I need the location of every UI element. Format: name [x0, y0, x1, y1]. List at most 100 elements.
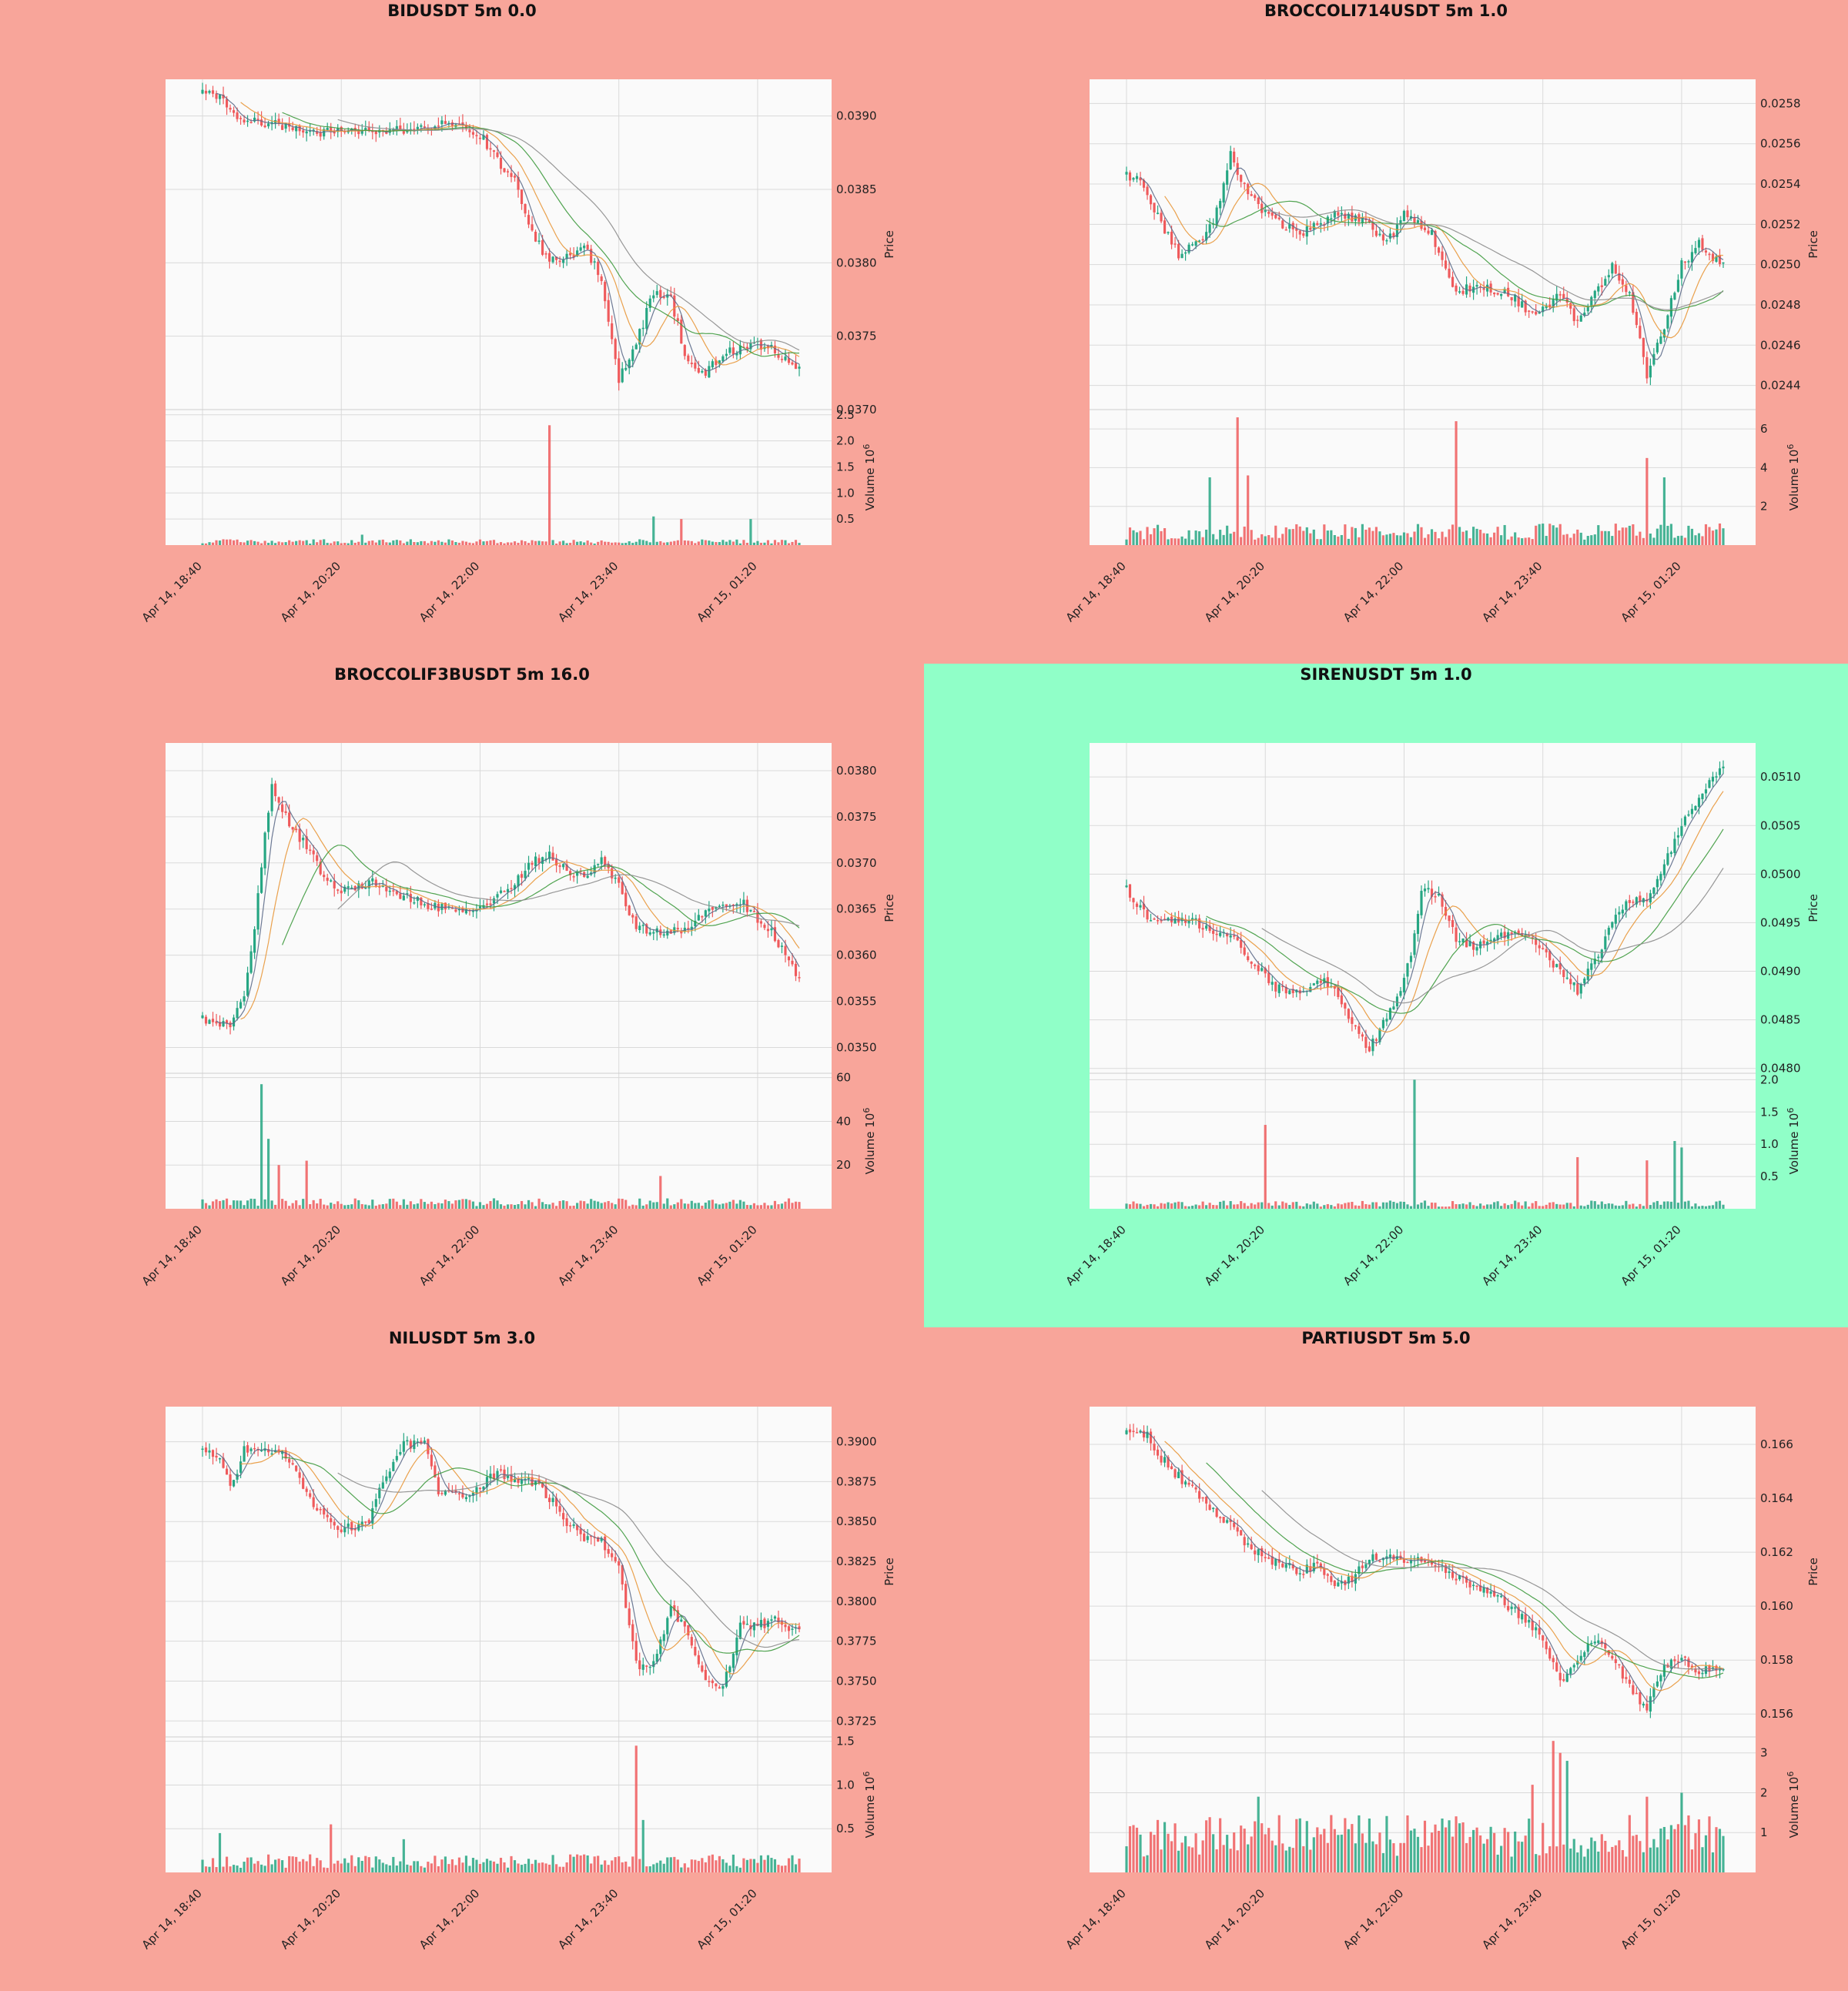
volume-bar [263, 1866, 266, 1872]
volume-bar [687, 1203, 690, 1209]
candle-body [534, 856, 537, 867]
candle-body [662, 296, 665, 298]
volume-bar [611, 1203, 614, 1209]
candle-body [541, 240, 544, 255]
candle-body [1187, 1482, 1190, 1485]
candle-body [1635, 897, 1638, 905]
volume-bar [634, 1205, 638, 1209]
candle-body [1687, 261, 1690, 263]
candle-body [1697, 1671, 1701, 1675]
candle-body [1371, 1554, 1374, 1561]
candle-body [232, 110, 236, 113]
volume-tick-label: 1.0 [836, 486, 855, 500]
volume-bar [1281, 1201, 1284, 1209]
volume-bar [579, 1200, 582, 1209]
volume-bar [1128, 1825, 1132, 1872]
volume-bar [645, 540, 648, 545]
volume-bar [1229, 1849, 1232, 1872]
volume-bar [1597, 1204, 1600, 1209]
candle-body [1572, 308, 1575, 322]
candle-body [544, 1486, 547, 1498]
candle-body [784, 356, 787, 360]
candle-body [1208, 1504, 1211, 1511]
volume-bar [468, 542, 471, 545]
candle-body [1611, 263, 1614, 274]
volume-bar [291, 1203, 294, 1209]
volume-bar [1347, 1829, 1350, 1872]
volume-bar [291, 1856, 294, 1872]
candle-body [1323, 1568, 1326, 1575]
volume-bar [798, 1202, 801, 1209]
candle-body [794, 363, 798, 370]
candle-body [302, 130, 305, 133]
candle-body [1545, 949, 1548, 953]
candle-body [1270, 212, 1274, 216]
volume-bar [1434, 1203, 1437, 1209]
candle-body [374, 879, 377, 886]
candle-body [1173, 243, 1177, 245]
candle-body [302, 838, 305, 841]
volume-bar [798, 1859, 801, 1872]
candle-body [1413, 217, 1416, 223]
candle-body [634, 916, 638, 929]
volume-bar [780, 540, 784, 545]
candle-body [597, 863, 600, 865]
candle-body [676, 928, 679, 930]
volume-bar [1690, 1206, 1694, 1209]
volume-bar [1444, 537, 1448, 545]
candle-body [551, 256, 554, 263]
y-tick-label: 0.0485 [1760, 1013, 1801, 1027]
candle-body [1399, 991, 1402, 996]
volume-bar [503, 543, 506, 545]
candle-body [1676, 279, 1680, 292]
volume-bar [1344, 524, 1347, 545]
volume-bar [402, 1199, 405, 1209]
volume-bar [1364, 1203, 1368, 1209]
volume-bar [1291, 1202, 1294, 1209]
candle-body [1167, 232, 1170, 233]
volume-bar [1552, 525, 1555, 545]
candle-body [798, 1626, 801, 1630]
volume-exponent: 6 [862, 1772, 872, 1777]
x-tick-label: Apr 15, 01:20 [1618, 559, 1683, 624]
candle-body [770, 928, 773, 931]
volume-bar [791, 1855, 794, 1872]
candle-body [604, 282, 607, 302]
volume-bar [1395, 1855, 1399, 1872]
candle-body [659, 289, 662, 298]
volume-bar [319, 1199, 322, 1209]
volume-bar [277, 541, 280, 545]
volume-bar [1451, 1201, 1455, 1209]
volume-bar [385, 542, 388, 545]
candle-body [1125, 1430, 1128, 1434]
candle-body [1333, 985, 1336, 989]
volume-bar [704, 1862, 707, 1872]
volume-bar [350, 1204, 353, 1209]
candle-body [1305, 1564, 1308, 1574]
x-tick-label: Apr 14, 23:40 [1479, 1223, 1545, 1288]
volume-bar [638, 539, 641, 545]
volume-bar [1288, 1846, 1291, 1872]
volume-bar [1545, 1204, 1548, 1209]
candle-body [1236, 1527, 1239, 1532]
candle-body [333, 1521, 336, 1526]
volume-bar [759, 1205, 763, 1209]
candle-body [468, 129, 471, 132]
volume-bar [1295, 1819, 1298, 1872]
candle-body [1690, 1665, 1694, 1668]
candle-body [655, 291, 658, 296]
candle-body [745, 1624, 748, 1625]
volume-bar [1514, 1200, 1517, 1209]
volume-axes [166, 1073, 832, 1209]
moving-average-line [240, 818, 800, 1020]
volume-bar [1309, 1849, 1312, 1872]
candle-body [1423, 888, 1427, 892]
candle-body [1448, 1571, 1451, 1573]
volume-bar [1430, 529, 1434, 545]
volume-bar [1711, 530, 1715, 545]
volume-bar [1212, 534, 1215, 545]
candle-body [666, 294, 669, 298]
candle-body [222, 1021, 225, 1027]
volume-bar [447, 539, 450, 545]
volume-bar [1441, 1206, 1444, 1209]
